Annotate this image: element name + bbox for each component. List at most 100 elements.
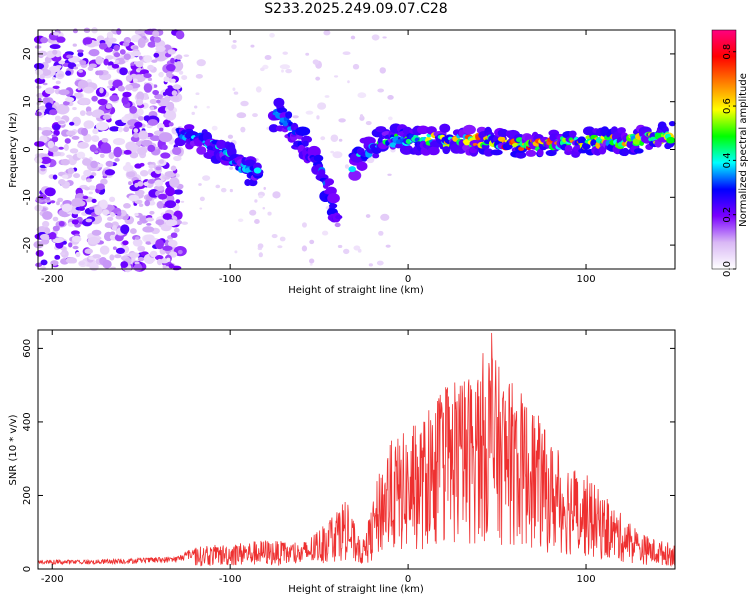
heatmap-cell: [247, 178, 258, 187]
x-tick-label: -200: [41, 574, 64, 585]
heatmap-cell: [258, 194, 264, 199]
heatmap-cell: [173, 155, 182, 162]
heatmap-cell: [65, 96, 75, 103]
heatmap-cell: [103, 58, 109, 66]
heatmap-cell: [69, 148, 79, 154]
heatmap-cell: [51, 76, 56, 80]
heatmap-cell: [170, 165, 177, 171]
heatmap-cell: [313, 154, 324, 162]
heatmap-cell: [115, 247, 126, 254]
heatmap-cell: [122, 91, 132, 98]
heatmap-cell: [332, 151, 343, 159]
heatmap-cell: [134, 189, 145, 196]
heatmap-cell: [130, 50, 142, 57]
heatmap-cell: [112, 137, 126, 146]
heatmap-cell: [51, 134, 57, 138]
heatmap-cell: [100, 178, 108, 185]
heatmap-cell: [111, 225, 117, 231]
heatmap-cell: [123, 126, 130, 133]
heatmap-cell: [348, 170, 362, 181]
heatmap-cell: [240, 100, 249, 107]
heatmap-cell: [91, 229, 102, 236]
heatmap-cell: [325, 186, 337, 196]
y-tick-label: 400: [22, 412, 33, 431]
heatmap-cell: [71, 235, 82, 243]
x-tick-label: 0: [405, 574, 411, 585]
heatmap-cell: [85, 218, 93, 223]
heatmap-cell: [668, 120, 676, 127]
heatmap-cell: [74, 63, 81, 67]
heatmap-cell: [231, 44, 237, 50]
heatmap-cell: [376, 260, 384, 266]
heatmap-cell: [82, 195, 89, 200]
heatmap-cell: [79, 60, 87, 66]
heatmap-cell: [57, 73, 64, 78]
heatmap-cell: [49, 109, 58, 116]
heatmap-cell: [307, 145, 321, 158]
heatmap-cell: [267, 211, 272, 216]
heatmap-cell: [104, 169, 116, 176]
heatmap-cell: [102, 259, 112, 269]
heatmap-cell: [52, 85, 60, 90]
heatmap-cell: [44, 227, 51, 235]
heatmap-cell: [71, 197, 84, 207]
heatmap-cell: [183, 54, 190, 58]
figure-title: S233.2025.249.09.07.C28: [264, 1, 448, 17]
heatmap-cell: [138, 130, 149, 140]
snr-frame: [37, 329, 676, 570]
heatmap-cell: [41, 130, 53, 137]
heatmap-cell: [42, 211, 53, 220]
heatmap-cell: [116, 28, 122, 35]
heatmap-cell: [462, 124, 476, 135]
heatmap-cell: [282, 121, 288, 127]
heatmap-cell: [46, 196, 50, 201]
heatmap-cell: [91, 135, 100, 142]
heatmap-cell: [276, 107, 288, 114]
heatmap-cell: [172, 84, 182, 90]
heatmap-cell: [365, 121, 372, 126]
heatmap-cell: [138, 203, 144, 208]
heatmap-cell: [62, 101, 70, 106]
heatmap-cell: [52, 225, 60, 232]
heatmap-cell: [83, 86, 94, 94]
heatmap-cell: [135, 98, 144, 106]
heatmap-cell: [263, 186, 266, 190]
heatmap-cell: [73, 173, 81, 179]
heatmap-cell: [97, 98, 108, 106]
heatmap-cell: [198, 183, 202, 186]
colorbar-tick-label: 0.4: [722, 152, 733, 168]
heatmap-cell: [164, 176, 170, 180]
heatmap-cell: [104, 222, 114, 229]
heatmap-cell: [76, 49, 84, 53]
heatmap-cell: [302, 140, 309, 147]
heatmap-cell: [57, 197, 64, 203]
heatmap-cell: [202, 175, 211, 181]
heatmap-cell: [285, 68, 293, 74]
heatmap-cell: [45, 102, 53, 109]
heatmap-cell: [114, 158, 120, 162]
heatmap-cell: [108, 81, 113, 86]
heatmap-cell: [139, 169, 149, 177]
heatmap-cell: [109, 126, 120, 132]
y-tick-label: 600: [22, 339, 33, 358]
heatmap-cell: [244, 159, 256, 167]
heatmap-cell: [395, 144, 403, 149]
heatmap-cell: [164, 170, 177, 178]
heatmap-cell: [130, 62, 135, 66]
heatmap-cell: [159, 127, 164, 132]
heatmap-cell: [44, 87, 55, 95]
heatmap-cell: [84, 186, 91, 191]
heatmap-cell: [152, 89, 160, 96]
heatmap-cell: [170, 232, 178, 239]
heatmap-cell: [361, 136, 376, 146]
spectrogram-x-ticks: -200 -100 0 100: [41, 30, 596, 285]
heatmap-cell: [166, 71, 173, 78]
heatmap-cell: [154, 93, 164, 100]
heatmap-cell: [483, 148, 494, 157]
heatmap-cell: [359, 114, 364, 118]
heatmap-cell: [117, 126, 123, 133]
heatmap-cell: [165, 219, 178, 227]
heatmap-cell: [240, 126, 246, 133]
heatmap-cell: [123, 203, 131, 209]
